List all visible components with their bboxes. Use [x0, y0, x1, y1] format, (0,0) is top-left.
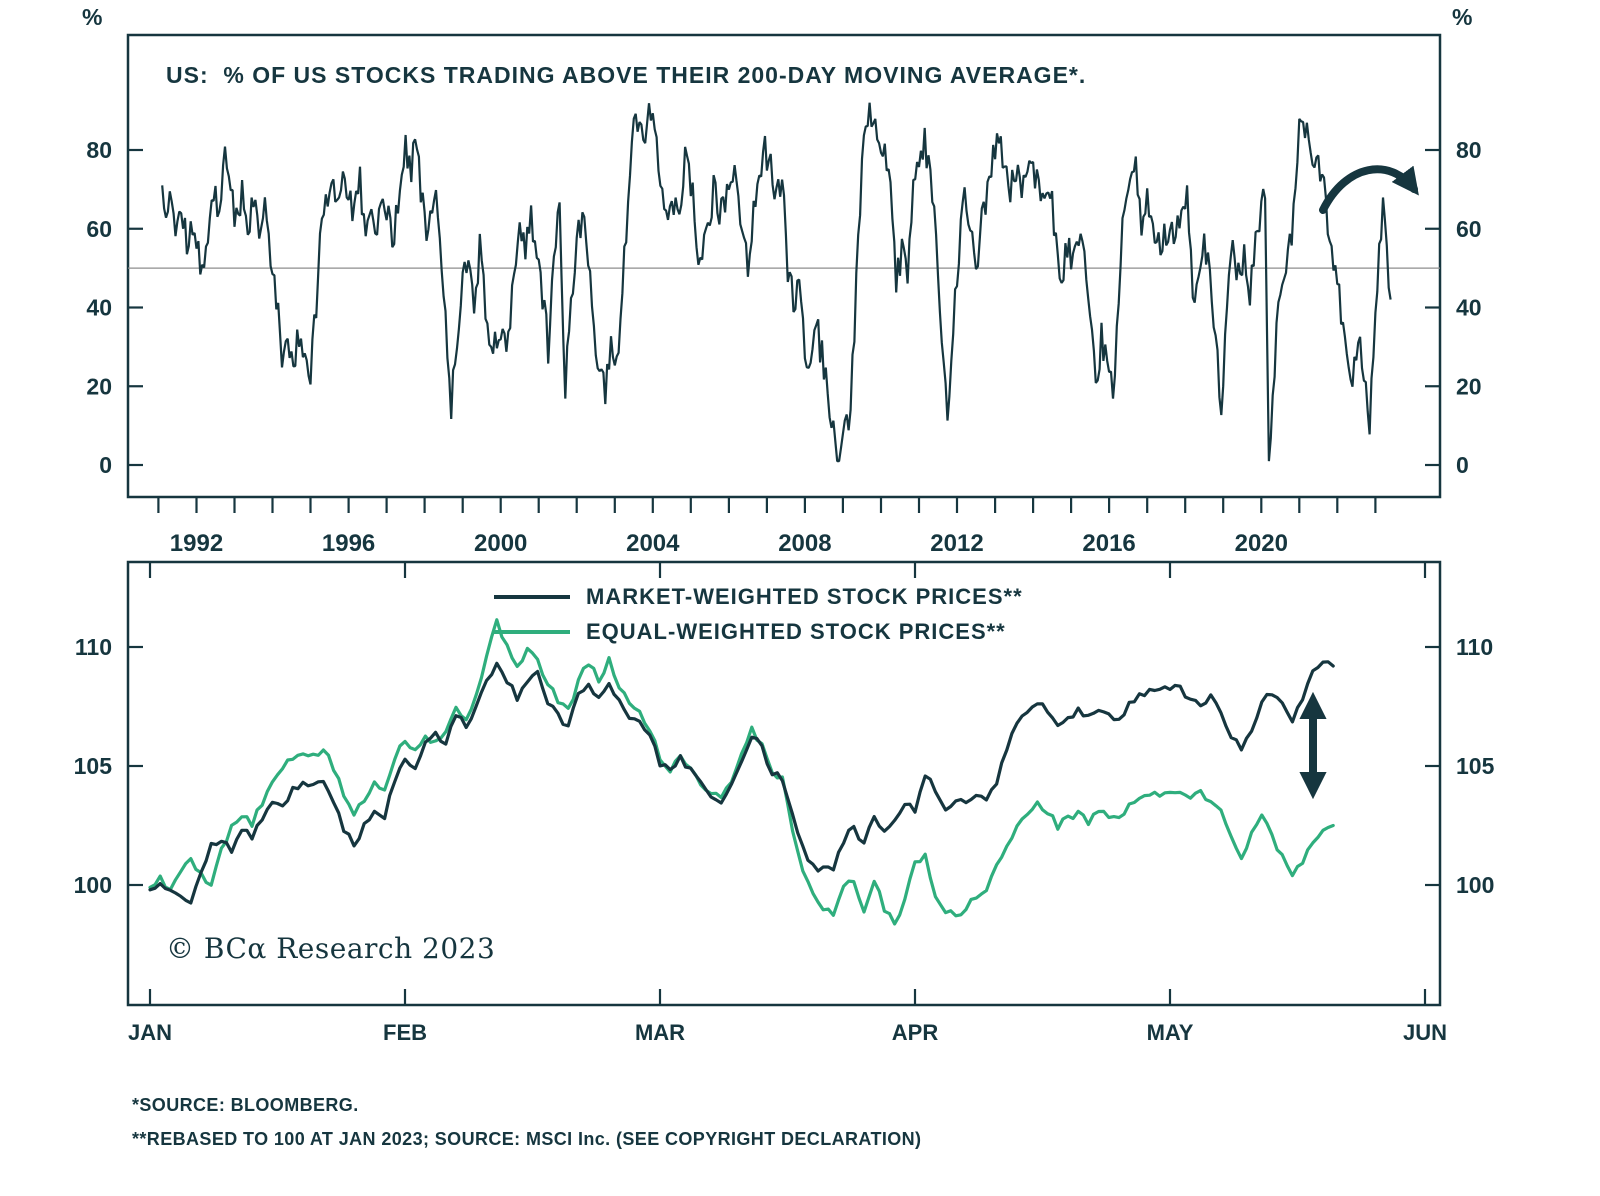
bottom-y-tick-label-right: 100: [1456, 872, 1494, 898]
top-x-year-label: 1992: [170, 530, 223, 557]
top-panel-frame: [126, 33, 1442, 499]
legend-item-market-weighted: MARKET-WEIGHTED STOCK PRICES**: [494, 584, 1023, 610]
legend-label-equal-weighted: EQUAL-WEIGHTED STOCK PRICES**: [586, 619, 1006, 644]
footnote-source: *SOURCE: BLOOMBERG.: [132, 1095, 359, 1115]
top-y-axis-unit-right: %: [1452, 4, 1473, 30]
market-weighted-line-swatch: [494, 595, 570, 599]
bottom-y-tick-label-left: 110: [75, 634, 112, 660]
top-x-year-label: 2004: [626, 530, 680, 557]
equal-weighted-line: [148, 618, 1335, 926]
bottom-x-month-label: APR: [892, 1020, 939, 1045]
bottom-x-month-label: JAN: [128, 1020, 172, 1045]
market-weighted-line: [148, 660, 1335, 905]
bottom-y-tick-label-left: 105: [74, 753, 113, 779]
pct-above-200dma-line: [161, 102, 1392, 463]
top-y-tick-label-left: 20: [86, 373, 112, 399]
bottom-x-month-label: FEB: [383, 1020, 427, 1045]
bottom-x-month-label: JUN: [1403, 1020, 1447, 1045]
top-y-tick-label-left: 0: [99, 452, 112, 478]
downturn-arrow-icon: [1319, 165, 1419, 214]
top-y-tick-label-left: 80: [86, 137, 112, 163]
bottom-panel-frame: [126, 560, 1442, 1007]
top-y-axis-unit-left: %: [82, 4, 103, 30]
bottom-y-tick-label-right: 110: [1456, 634, 1493, 660]
copyright-text: © BCα Research 2023: [166, 932, 496, 965]
top-x-year-label: 2000: [474, 530, 527, 557]
bottom-panel: 100 100 105 105 110 110 JAN FEB MAR APR MAY JUN: [74, 560, 1495, 1045]
top-y-tick-label-right: 20: [1456, 373, 1482, 399]
top-y-tick-label-right: 0: [1456, 452, 1469, 478]
bottom-x-month-label: MAY: [1147, 1020, 1194, 1045]
legend-label-market-weighted: MARKET-WEIGHTED STOCK PRICES**: [586, 584, 1023, 609]
footnote-rebase: **REBASED TO 100 AT JAN 2023; SOURCE: MS…: [132, 1129, 922, 1149]
top-y-tick-label-right: 60: [1456, 216, 1482, 242]
top-x-year-label: 2008: [778, 530, 831, 557]
top-y-tick-label-left: 40: [86, 295, 112, 321]
top-x-year-label: 2016: [1082, 530, 1135, 557]
chart-legend: MARKET-WEIGHTED STOCK PRICES** EQUAL-WEI…: [494, 584, 1023, 645]
top-y-tick-label-left: 60: [86, 216, 112, 242]
equal-weighted-line-swatch: [494, 630, 570, 634]
bottom-x-month-label: MAR: [635, 1020, 685, 1045]
bottom-y-tick-label-right: 105: [1456, 753, 1495, 779]
top-y-tick-label-right: 80: [1456, 137, 1482, 163]
top-x-year-label: 2020: [1235, 530, 1288, 557]
top-x-year-label: 1996: [322, 530, 375, 557]
top-chart-title: US: % OF US STOCKS TRADING ABOVE THEIR 2…: [166, 62, 1087, 88]
top-y-tick-label-right: 40: [1456, 295, 1482, 321]
legend-item-equal-weighted: EQUAL-WEIGHTED STOCK PRICES**: [494, 619, 1023, 645]
bottom-y-tick-label-left: 100: [74, 872, 112, 898]
top-x-year-label: 2012: [930, 530, 983, 557]
footnotes: *SOURCE: BLOOMBERG. **REBASED TO 100 AT …: [132, 1088, 921, 1156]
